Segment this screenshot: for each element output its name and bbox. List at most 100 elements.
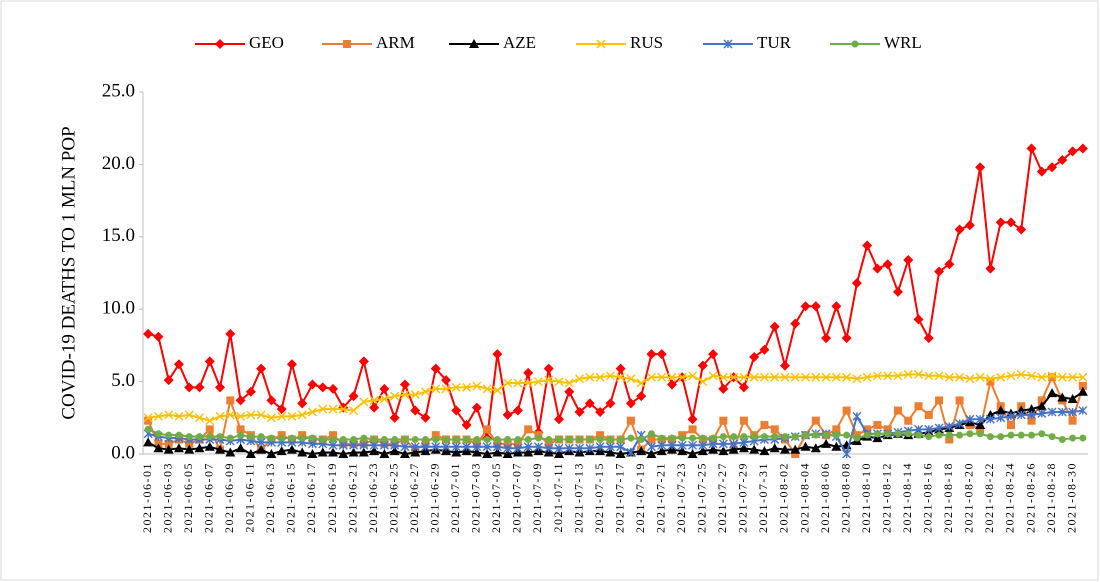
x-tick-label: 2021-08-18 (941, 462, 955, 533)
marker (749, 351, 760, 362)
marker (995, 217, 1006, 228)
marker (401, 436, 409, 444)
marker (975, 162, 986, 173)
x-tick-label: 2021-06-23 (366, 462, 380, 533)
x-tick-label: 2021-06-25 (386, 462, 400, 533)
marker (226, 396, 235, 405)
marker (1047, 388, 1058, 398)
marker (842, 372, 852, 382)
marker (143, 437, 154, 447)
marker (810, 443, 821, 453)
marker (605, 442, 615, 452)
x-tick-label: 2021-07-05 (489, 462, 503, 533)
marker (658, 434, 666, 442)
series (144, 425, 1087, 444)
marker (389, 446, 400, 456)
marker (441, 384, 451, 394)
marker (359, 397, 369, 407)
marker (482, 384, 492, 394)
marker (914, 369, 924, 379)
marker (1048, 433, 1056, 441)
marker (996, 372, 1006, 382)
marker (975, 372, 985, 382)
marker (966, 430, 974, 438)
marker (165, 431, 173, 439)
marker (914, 402, 923, 411)
marker (585, 443, 595, 453)
marker (647, 430, 655, 438)
marker (760, 421, 769, 430)
marker (606, 436, 614, 444)
legend-label: TUR (757, 33, 792, 52)
marker (779, 444, 790, 454)
marker (574, 407, 585, 418)
marker (708, 349, 719, 360)
marker (369, 402, 380, 413)
marker (759, 446, 770, 456)
marker (503, 439, 512, 448)
x-tick-label: 2021-07-13 (571, 462, 585, 533)
marker (1057, 392, 1068, 402)
marker (667, 372, 677, 382)
marker (564, 443, 574, 453)
marker (985, 263, 996, 274)
marker (955, 396, 964, 405)
marker (461, 420, 472, 431)
series-line (147, 409, 1083, 457)
marker (410, 405, 421, 416)
marker (359, 440, 369, 450)
marker (853, 434, 861, 442)
x-tick-label: 2021-07-27 (715, 462, 729, 533)
marker (955, 419, 965, 429)
marker (646, 449, 657, 458)
marker (328, 447, 339, 457)
x-tick-label: 2021-08-26 (1023, 462, 1037, 533)
marker (831, 372, 841, 382)
marker (719, 416, 728, 425)
marker (473, 436, 481, 444)
x-tick-label: 2021-08-14 (900, 462, 914, 533)
marker (802, 431, 810, 439)
marker (544, 439, 553, 448)
marker (225, 410, 235, 420)
marker (688, 371, 698, 381)
marker (615, 449, 626, 458)
marker (1068, 407, 1078, 417)
marker (216, 433, 224, 441)
marker (995, 405, 1006, 415)
marker (317, 382, 328, 393)
marker (698, 440, 708, 450)
marker (1006, 371, 1016, 381)
marker (329, 436, 337, 444)
marker (1006, 421, 1015, 430)
marker (882, 259, 893, 270)
marker (411, 436, 419, 444)
marker (554, 414, 565, 425)
marker (215, 382, 226, 393)
x-tick-label: 2021-07-15 (592, 462, 606, 533)
marker (831, 441, 842, 451)
marker (420, 387, 430, 397)
marker (851, 278, 862, 289)
marker (812, 431, 820, 439)
marker (287, 411, 297, 421)
marker (1037, 372, 1047, 382)
marker (821, 438, 832, 448)
marker (339, 436, 347, 444)
x-tick-label: 2021-07-29 (736, 462, 750, 533)
marker (523, 447, 534, 457)
marker (1027, 371, 1037, 381)
x-tick-label: 2021-08-16 (921, 462, 935, 533)
marker (771, 433, 779, 441)
marker (903, 369, 913, 379)
marker (832, 431, 840, 439)
x-tick-label: 2021-08-20 (962, 462, 976, 533)
marker (533, 377, 543, 387)
marker (1038, 430, 1046, 438)
marker (1016, 224, 1027, 235)
marker (144, 425, 152, 433)
marker (575, 374, 585, 384)
x-tick-label: 2021-07-03 (469, 462, 483, 533)
marker (430, 363, 441, 374)
marker (975, 420, 986, 430)
